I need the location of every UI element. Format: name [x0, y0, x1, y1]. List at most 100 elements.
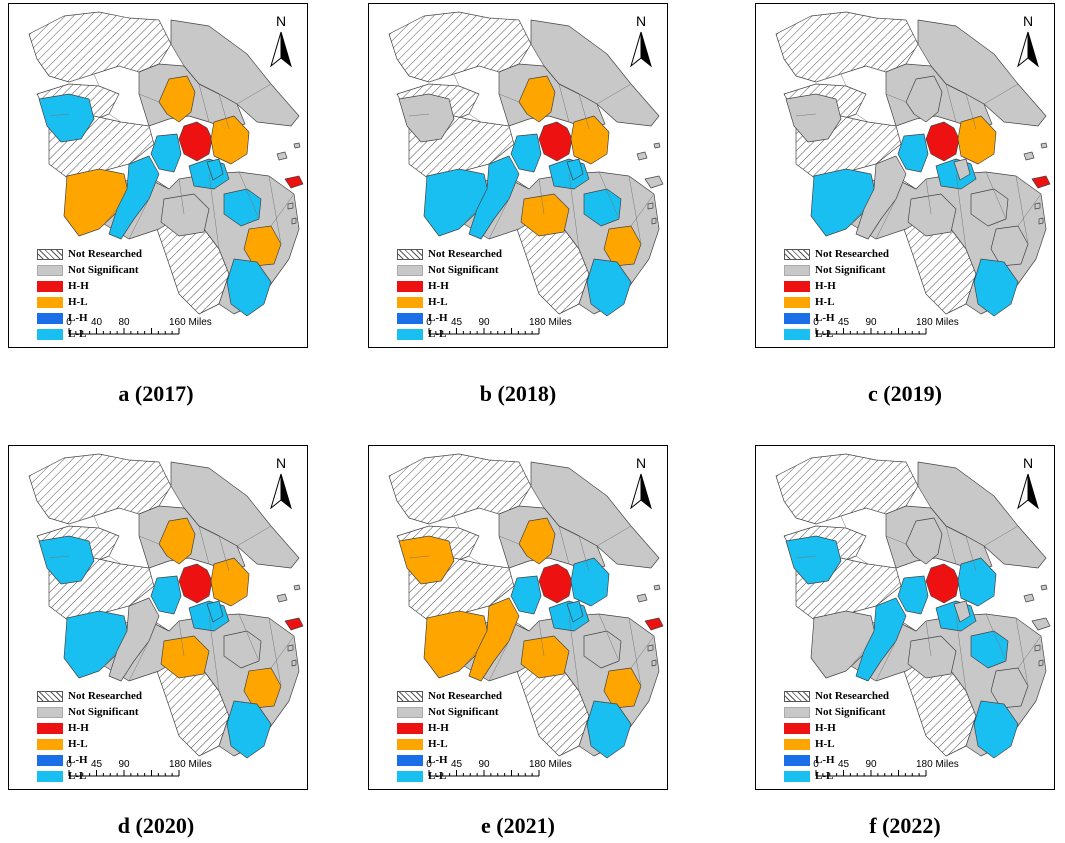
legend-swatch — [784, 328, 810, 340]
legend-item-LL: L-L — [397, 768, 502, 784]
county-boundary — [108, 555, 122, 565]
legend-swatch — [37, 738, 63, 750]
legend-label: H-L — [68, 738, 88, 750]
county-boundary — [128, 640, 150, 682]
region-s-corridor — [468, 597, 520, 682]
county-boundary — [875, 198, 897, 240]
panel-caption: a (2017) — [118, 381, 194, 406]
legend-label: Not Researched — [428, 248, 503, 260]
county-boundary — [108, 113, 122, 123]
legend: Not Researched Not Significant H-H H-L L-H L-… — [784, 246, 889, 342]
region-east-near — [957, 557, 997, 607]
county-boundary — [925, 178, 932, 215]
island — [636, 593, 648, 603]
county-boundary — [530, 43, 545, 67]
scale-tick-label: 180 Miles — [529, 317, 572, 328]
scale-tick-label: 40 — [91, 317, 103, 328]
legend-label: L-H — [428, 754, 448, 766]
scale-tick-label: 90 — [478, 759, 490, 770]
region-se-lower — [973, 258, 1019, 317]
county-boundary — [218, 535, 230, 572]
county-boundary — [208, 615, 220, 692]
region-se-lower — [226, 700, 272, 759]
legend-item-not-significant: Not Significant — [784, 704, 889, 720]
legend-swatch — [784, 770, 810, 782]
legend-label: H-L — [428, 296, 448, 308]
legend-swatch — [37, 722, 63, 734]
county-boundary — [208, 173, 220, 250]
region-west-center — [510, 133, 542, 173]
legend-swatch — [37, 328, 63, 340]
county-boundary — [850, 208, 865, 225]
county-boundary — [865, 507, 887, 515]
county-boundary — [408, 555, 430, 559]
north-label: N — [1023, 13, 1033, 29]
county-boundary — [178, 620, 185, 657]
county-boundary — [498, 535, 520, 545]
north-arrow-icon — [630, 31, 652, 68]
county-boundary — [268, 175, 282, 245]
island — [653, 584, 661, 591]
county-boundary — [198, 83, 210, 123]
legend-item-not-significant: Not Significant — [37, 262, 142, 278]
legend-label: Not Researched — [815, 248, 890, 260]
county-boundary — [630, 193, 655, 227]
legend-item-HL: H-L — [37, 736, 142, 752]
county-boundary — [985, 171, 1007, 220]
legend-swatch — [784, 706, 810, 718]
legend-label: H-L — [815, 738, 835, 750]
legend-swatch — [784, 296, 810, 308]
legend-swatch — [37, 248, 63, 260]
island — [1023, 593, 1035, 603]
county-boundary — [170, 43, 185, 67]
county-boundary — [985, 613, 1007, 662]
panel-caption: c (2019) — [868, 381, 942, 406]
scale-bar — [68, 328, 180, 335]
county-boundary — [103, 208, 118, 225]
legend-label: Not Significant — [428, 706, 499, 718]
county-boundary — [965, 93, 977, 130]
region-nw-left — [398, 535, 455, 585]
scale-tick-label: 180 Miles — [916, 759, 959, 770]
legend-swatch — [37, 312, 63, 324]
region-s-corridor — [468, 155, 520, 240]
legend-swatch — [784, 754, 810, 766]
island — [1034, 644, 1041, 652]
region-central — [925, 121, 960, 162]
county-boundary — [596, 83, 632, 105]
county-boundary — [578, 535, 590, 572]
scale-bar — [68, 770, 180, 777]
island — [276, 593, 288, 603]
scale-tick-label: 45 — [838, 759, 850, 770]
island — [1038, 659, 1044, 667]
legend-label: Not Significant — [68, 706, 139, 718]
county-boundary — [1015, 617, 1029, 687]
legend-label: L-L — [428, 770, 447, 782]
legend-label: Not Significant — [68, 264, 139, 276]
region-ne-island — [1031, 175, 1051, 189]
region-s-corridor — [108, 597, 160, 682]
region-north-central — [905, 517, 943, 565]
legend-item-not-significant: Not Significant — [397, 704, 502, 720]
island — [1040, 142, 1048, 149]
county-boundary — [630, 635, 655, 669]
north-label: N — [1023, 455, 1033, 471]
north-label: N — [276, 455, 286, 471]
region-central — [178, 121, 213, 162]
county-boundary — [568, 173, 580, 250]
scale-tick-label: 90 — [118, 759, 130, 770]
region-south-center — [907, 635, 957, 679]
legend-label: H-L — [815, 296, 835, 308]
scale-tick-label: 180 Miles — [529, 759, 572, 770]
county-boundary — [850, 650, 865, 667]
region-ne-island — [284, 175, 304, 189]
legend-swatch — [784, 738, 810, 750]
legend-swatch — [37, 754, 63, 766]
legend-item-LL: L-L — [784, 326, 889, 342]
county-boundary — [238, 613, 260, 662]
legend-swatch — [397, 328, 423, 340]
north-label: N — [276, 13, 286, 29]
legend-item-HH: H-H — [37, 720, 142, 736]
county-boundary — [865, 65, 887, 73]
island — [291, 217, 297, 225]
